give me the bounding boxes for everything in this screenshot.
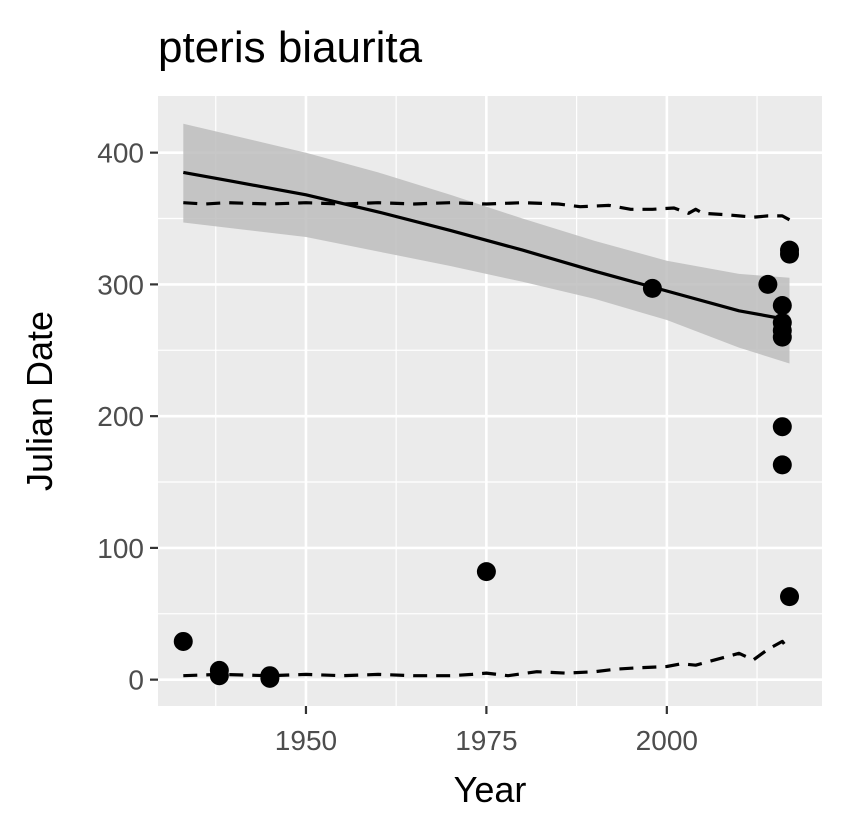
data-point bbox=[780, 244, 800, 264]
data-point bbox=[642, 278, 662, 298]
y-tick-label: 100 bbox=[97, 533, 144, 564]
confidence-band bbox=[183, 123, 790, 364]
axis-ticks: 1950 1975 2000 0 100 200 300 400 bbox=[97, 138, 698, 756]
data-point bbox=[780, 587, 800, 607]
data-point bbox=[772, 327, 792, 347]
data-point bbox=[173, 631, 193, 651]
y-tick-label: 200 bbox=[97, 401, 144, 432]
data-point bbox=[209, 666, 229, 686]
data-point bbox=[772, 455, 792, 475]
data-point bbox=[758, 274, 778, 294]
data-point bbox=[772, 417, 792, 437]
data-point bbox=[772, 295, 792, 315]
y-tick-label: 400 bbox=[97, 138, 144, 169]
x-tick-label: 1950 bbox=[275, 725, 337, 756]
x-axis-title: Year bbox=[454, 769, 527, 810]
x-tick-label: 1975 bbox=[455, 725, 517, 756]
chart-title: pteris biaurita bbox=[158, 23, 423, 72]
lower-bound-dashed-line bbox=[183, 639, 791, 678]
plot-panel bbox=[158, 96, 822, 706]
trend-line bbox=[183, 170, 790, 322]
y-axis-title: Julian Date bbox=[19, 311, 60, 491]
upper-bound-dashed-line bbox=[183, 201, 791, 222]
y-tick-label: 300 bbox=[97, 269, 144, 300]
y-tick-label: 0 bbox=[128, 665, 144, 696]
x-tick-label: 2000 bbox=[636, 725, 698, 756]
data-point bbox=[260, 668, 280, 688]
data-point bbox=[476, 562, 496, 582]
